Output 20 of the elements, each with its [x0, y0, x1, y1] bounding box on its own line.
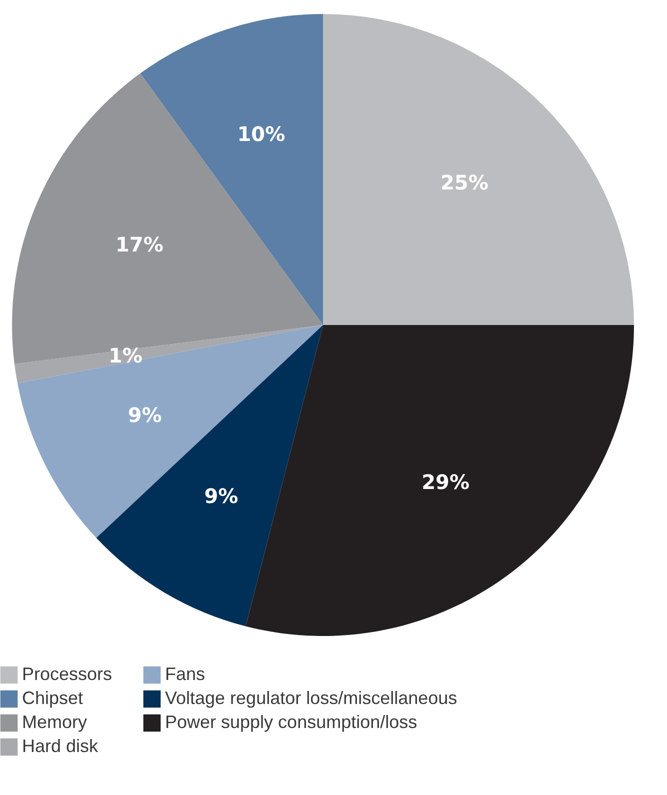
pie-slice	[323, 14, 634, 325]
data-label: 10%	[237, 122, 286, 146]
data-label: 9%	[128, 402, 162, 427]
data-label: 17%	[116, 232, 164, 257]
legend-label: Voltage regulator loss/miscellaneous	[165, 688, 458, 708]
data-label: 29%	[422, 470, 470, 494]
legend-label: Memory	[22, 712, 88, 732]
legend-label: Power supply consumption/loss	[165, 712, 418, 732]
data-label: 1%	[108, 343, 142, 368]
legend-label: Chipset	[22, 688, 84, 708]
pie-slice	[12, 73, 323, 364]
pie-slice	[96, 325, 323, 626]
pie-slice	[18, 325, 323, 538]
pie-slice	[14, 325, 323, 384]
legend-label: Fans	[165, 664, 206, 684]
legend-label: Processors	[22, 664, 112, 684]
data-label: 9%	[204, 484, 238, 508]
pie-slice	[246, 325, 634, 636]
legend-label: Hard disk	[22, 736, 100, 756]
data-label: 25%	[440, 170, 488, 195]
